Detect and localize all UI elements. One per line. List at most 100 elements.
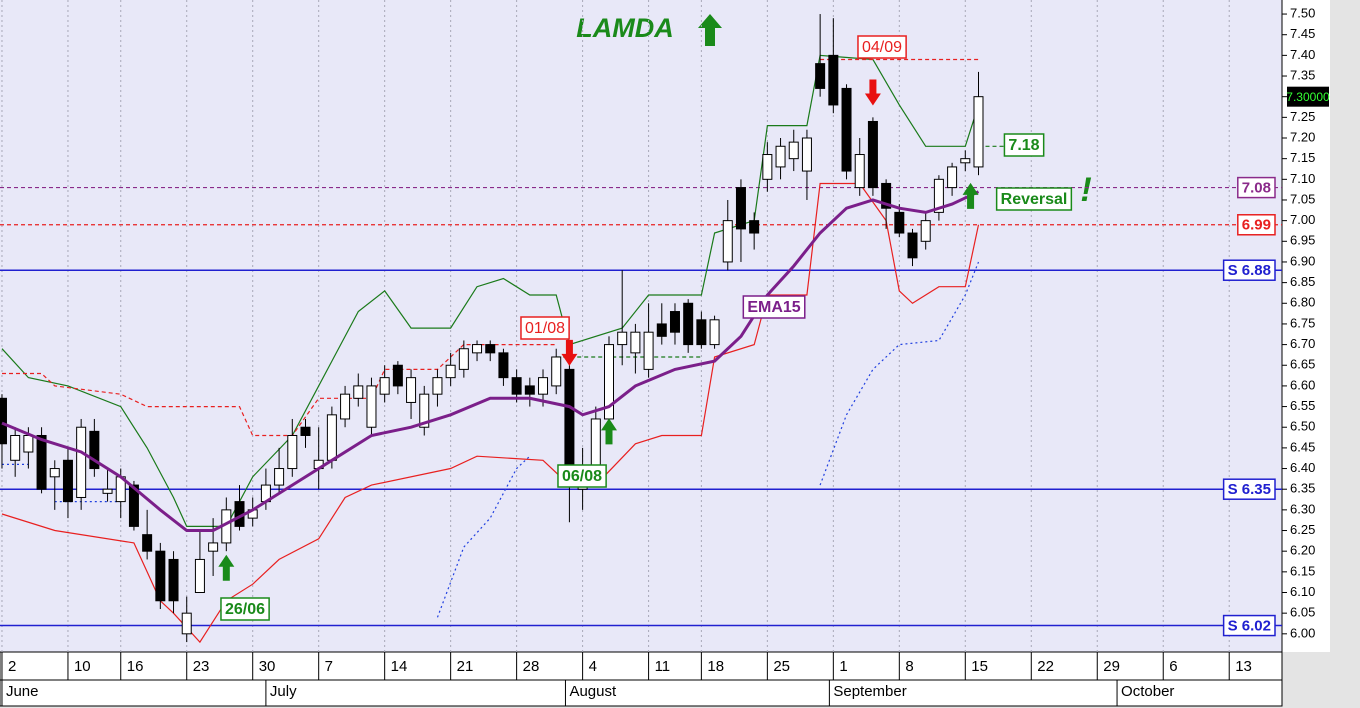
x-tick-label: 1	[839, 658, 847, 675]
candle-body	[128, 484, 139, 527]
candle-body	[669, 311, 680, 333]
month-label: July	[270, 683, 297, 700]
y-tick-label: 6.70	[1290, 336, 1315, 351]
y-tick-label: 7.15	[1290, 150, 1315, 165]
level-label: 6.99	[1242, 217, 1271, 234]
candle-body	[419, 393, 430, 428]
x-tick-label: 28	[523, 658, 540, 675]
y-tick-label: 7.05	[1290, 191, 1315, 206]
signal-arrow	[561, 339, 578, 366]
ema-line	[1, 190, 980, 532]
indicator-line	[2, 58, 979, 437]
candle-body	[287, 434, 298, 470]
candle-body	[630, 331, 641, 354]
candle-body	[142, 534, 153, 552]
candle-body	[89, 430, 100, 470]
level-label-box	[1222, 614, 1276, 637]
candle-body	[960, 158, 971, 164]
y-tick-label: 6.25	[1290, 522, 1315, 537]
candle-body	[353, 385, 364, 399]
candle-body	[366, 385, 377, 428]
y-tick-label: 6.30	[1290, 501, 1315, 516]
candle-body	[432, 377, 443, 395]
candle-body	[538, 377, 549, 395]
candle-body	[194, 558, 205, 594]
annotation: EMA15	[747, 299, 800, 316]
candle-body	[775, 145, 786, 168]
candle-body	[907, 232, 918, 259]
x-tick-label: 8	[905, 658, 913, 675]
y-tick-label: 6.35	[1290, 481, 1315, 496]
y-tick-label: 6.60	[1290, 377, 1315, 392]
candle-body	[709, 319, 720, 346]
x-tick-label: 22	[1037, 658, 1054, 675]
candle-body	[643, 331, 654, 370]
signal-arrow	[218, 554, 235, 581]
candle-body	[696, 319, 707, 346]
y-tick-label: 7.10	[1290, 171, 1315, 186]
y-tick-label: 6.75	[1290, 315, 1315, 330]
y-tick-label: 7.25	[1290, 109, 1315, 124]
x-axis-area	[0, 651, 1283, 707]
candle-body	[815, 63, 826, 89]
candle-body	[920, 220, 931, 242]
level-label: S 6.35	[1228, 481, 1271, 498]
x-tick-label: 16	[127, 658, 144, 675]
candle-body	[208, 542, 219, 552]
y-tick-label: 7.20	[1290, 129, 1315, 144]
candle-body	[10, 434, 21, 461]
x-tick-label: 30	[259, 658, 276, 675]
x-tick-label: 18	[707, 658, 724, 675]
candle-body	[881, 182, 892, 209]
candle-body	[828, 54, 839, 106]
candle-body	[340, 393, 351, 420]
x-tick-label: 21	[457, 658, 474, 675]
y-tick-label: 6.90	[1290, 253, 1315, 268]
x-tick-label: 14	[391, 658, 408, 675]
candle-body	[102, 488, 113, 494]
y-tick-label: 6.45	[1290, 439, 1315, 454]
y-tick-label: 7.50	[1290, 5, 1315, 20]
candle-body	[49, 468, 60, 478]
candle-body	[168, 558, 179, 602]
x-tick-label: 7	[325, 658, 333, 675]
y-tick-label: 6.80	[1290, 295, 1315, 310]
candle-body	[406, 377, 417, 403]
candle-body	[511, 377, 522, 395]
candle-body	[590, 418, 601, 470]
candle-body	[36, 434, 47, 490]
level-label: 7.08	[1242, 180, 1271, 197]
y-tick-label: 6.65	[1290, 357, 1315, 372]
x-tick-label: 2	[8, 658, 16, 675]
candle-body	[445, 364, 456, 379]
exclamation: !	[1080, 171, 1091, 209]
candle-body	[947, 166, 958, 189]
y-tick-label: 6.20	[1290, 543, 1315, 558]
month-label: September	[833, 683, 906, 700]
x-tick-label: 10	[74, 658, 91, 675]
price-tag-label: 7.30000	[1286, 90, 1330, 104]
y-tick-label: 6.50	[1290, 419, 1315, 434]
candle-body	[379, 377, 390, 395]
y-tick-label: 6.05	[1290, 605, 1315, 620]
candle-body	[0, 397, 7, 445]
month-label: August	[569, 683, 617, 700]
candle-body	[683, 302, 694, 346]
y-tick-label: 6.55	[1290, 398, 1315, 413]
candle-body	[854, 154, 865, 189]
x-tick-label: 13	[1235, 658, 1252, 675]
candle-body	[392, 364, 403, 387]
chart-title: LAMDA	[576, 13, 673, 43]
level-label-box	[1222, 478, 1276, 500]
candle-body	[472, 344, 483, 354]
annotation: 26/06	[225, 601, 265, 618]
level-label: S 6.02	[1228, 618, 1271, 635]
annotation: Reversal	[1001, 191, 1068, 208]
candle-body	[485, 344, 496, 354]
annotation-box	[557, 464, 607, 488]
y-tick-label: 7.00	[1290, 212, 1315, 227]
candle-body	[762, 154, 773, 180]
candle-body	[300, 426, 311, 436]
candle-body	[76, 426, 87, 498]
